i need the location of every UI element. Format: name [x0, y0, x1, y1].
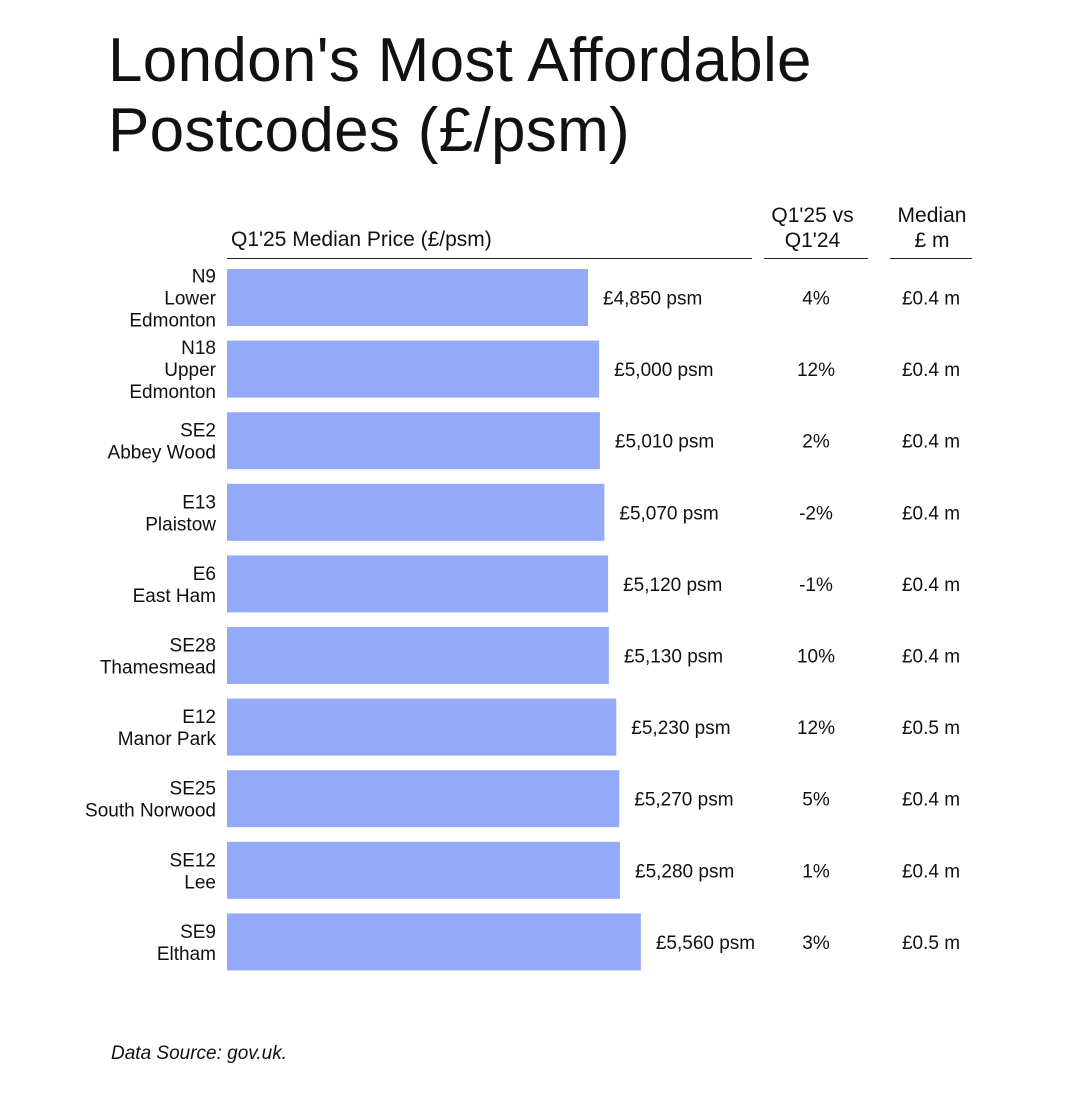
median-column-header: Median £ m [890, 203, 974, 253]
value-label: £5,000 psm [614, 360, 713, 381]
yoy-change-label: 12% [797, 360, 835, 381]
bar [227, 770, 620, 828]
median-price-label: £0.4 m [902, 503, 960, 524]
yoy-change-label: 2% [802, 432, 830, 453]
median-price-label: £0.4 m [902, 790, 960, 811]
bar [227, 627, 609, 684]
category-label: SE2 Abbey Wood [108, 421, 216, 464]
yoy-change-label: 4% [802, 289, 830, 310]
median-price-label: £0.4 m [902, 575, 960, 596]
change-column-header: Q1'25 vs Q1'24 [764, 203, 861, 253]
median-price-label: £0.4 m [902, 647, 960, 668]
bar [227, 841, 621, 899]
bar [227, 555, 609, 613]
yoy-change-label: 3% [802, 933, 830, 954]
median-header-line2: £ m [914, 229, 950, 252]
value-label: £5,010 psm [615, 432, 714, 453]
yoy-change-label: 5% [802, 790, 830, 811]
value-label: £5,130 psm [624, 647, 723, 668]
value-label: £5,070 psm [619, 503, 718, 524]
yoy-change-label: -1% [799, 575, 833, 596]
category-label: SE9 Eltham [157, 922, 216, 965]
value-label: £5,280 psm [635, 861, 734, 882]
median-price-label: £0.4 m [902, 861, 960, 882]
yoy-change-label: 1% [802, 861, 830, 882]
median-price-label: £0.4 m [902, 360, 960, 381]
change-header-line2: Q1'24 [784, 229, 841, 252]
category-label: SE28 Thamesmead [100, 636, 216, 679]
bar [227, 698, 617, 756]
bar [227, 483, 605, 541]
category-label: E13 Plaistow [145, 492, 216, 535]
change-header-line1: Q1'25 vs [771, 204, 854, 227]
category-label: E12 Manor Park [118, 707, 217, 750]
value-label: £5,270 psm [634, 790, 733, 811]
bar [227, 913, 641, 971]
data-source-note: Data Source: gov.uk. [111, 1043, 288, 1064]
yoy-change-label: 12% [797, 718, 835, 739]
category-label: SE25 South Norwood [85, 779, 216, 822]
value-label: £5,230 psm [631, 718, 730, 739]
median-header-rule [890, 258, 972, 259]
price-column-header: Q1'25 Median Price (£/psm) [231, 228, 492, 251]
bar [227, 412, 600, 470]
value-label: £5,120 psm [623, 575, 722, 596]
median-header-line1: Median [897, 204, 967, 227]
page-title: London's Most Affordable Postcodes (£/ps… [108, 26, 812, 165]
bar [227, 269, 588, 326]
value-label: £4,850 psm [603, 289, 702, 310]
median-price-label: £0.4 m [902, 289, 960, 310]
median-price-label: £0.4 m [902, 432, 960, 453]
category-label: N9 Lower Edmonton [129, 267, 216, 332]
value-label: £5,560 psm [656, 933, 755, 954]
category-label: SE12 Lee [170, 850, 216, 893]
yoy-change-label: 10% [797, 647, 835, 668]
yoy-change-label: -2% [799, 503, 833, 524]
change-header-rule [764, 258, 868, 259]
bar [227, 340, 600, 398]
median-price-label: £0.5 m [902, 933, 960, 954]
median-price-label: £0.5 m [902, 718, 960, 739]
category-label: N18 Upper Edmonton [129, 338, 216, 403]
category-label: E6 East Ham [133, 564, 216, 607]
price-header-rule [227, 258, 752, 259]
